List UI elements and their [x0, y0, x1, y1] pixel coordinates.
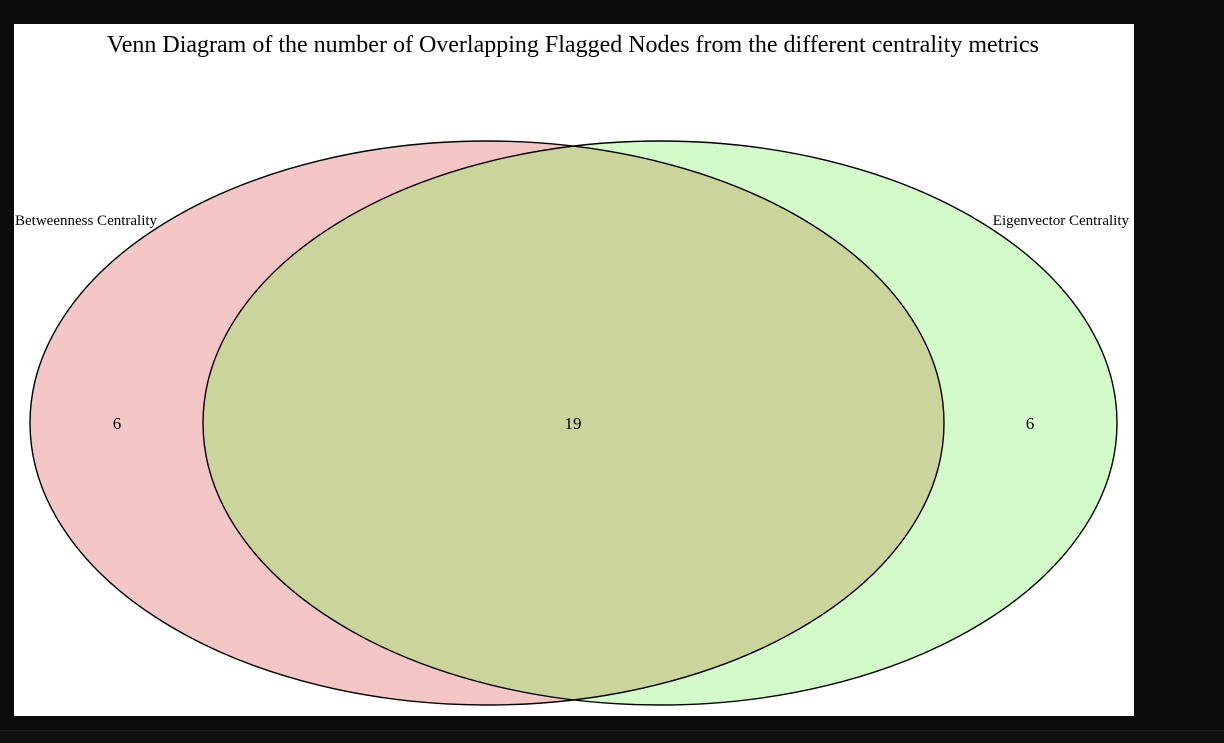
betweenness-set-outline — [29, 140, 945, 706]
plot-canvas: Venn Diagram of the number of Overlappin… — [14, 24, 1134, 716]
intersection-count: 19 — [565, 414, 582, 433]
betweenness-set-label: Betweenness Centrality — [15, 213, 158, 229]
bottom-bar — [0, 730, 1224, 743]
eigenvector-set-label: Eigenvector Centrality — [993, 213, 1130, 229]
eigenvector-only-count: 6 — [1026, 414, 1035, 433]
diagram-title: Venn Diagram of the number of Overlappin… — [107, 32, 1039, 58]
betweenness-only-count: 6 — [113, 414, 122, 433]
eigenvector-set-outline — [202, 140, 1118, 706]
venn-diagram: Venn Diagram of the number of Overlappin… — [15, 32, 1130, 706]
